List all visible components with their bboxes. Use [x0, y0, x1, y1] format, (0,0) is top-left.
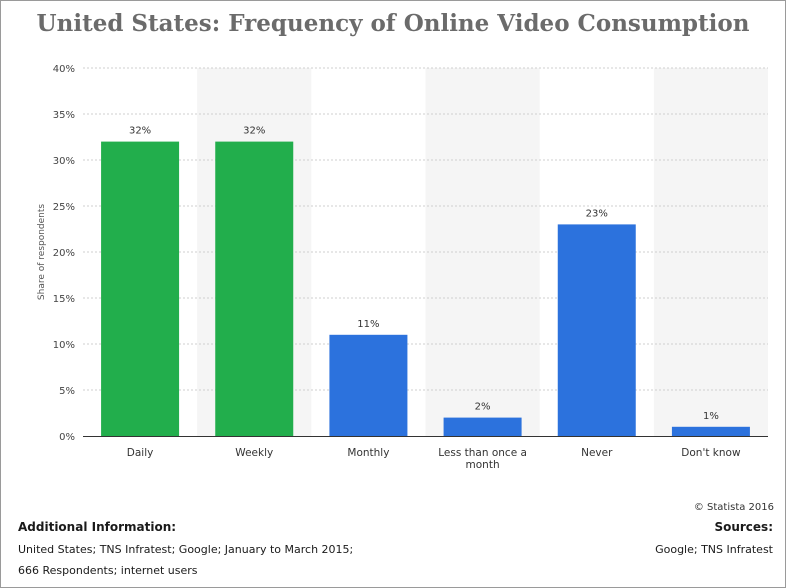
bar-4	[557, 224, 636, 436]
copyright-text: © Statista 2016	[693, 502, 774, 513]
data-label: 32%	[129, 126, 151, 137]
y-tick-label: 20%	[53, 248, 75, 259]
background-band	[653, 68, 768, 436]
data-label: 23%	[586, 208, 608, 219]
data-label: 2%	[475, 402, 491, 413]
y-tick-label: 40%	[53, 64, 75, 75]
additional-info-line: United States; TNS Infratest; Google; Ja…	[18, 543, 354, 556]
bar-1	[215, 141, 294, 436]
data-label: 32%	[243, 126, 265, 137]
background-band	[425, 68, 540, 436]
y-tick-label: 0%	[59, 432, 75, 443]
y-axis-title: Share of respondents	[37, 204, 47, 301]
x-category-label: Don't know	[681, 447, 741, 459]
x-category-label: Less than once a	[438, 447, 527, 459]
y-tick-label: 10%	[53, 340, 75, 351]
x-category-label: Weekly	[235, 447, 273, 459]
bar-2	[329, 334, 408, 436]
x-category-label: Monthly	[347, 447, 389, 459]
bar-5	[671, 426, 750, 436]
sources-text: Google; TNS Infratest	[655, 543, 773, 556]
y-tick-label: 35%	[53, 110, 75, 121]
bar-3	[443, 417, 522, 436]
y-tick-label: 30%	[53, 156, 75, 167]
x-category-label: Daily	[127, 447, 154, 459]
x-category-label: Never	[581, 447, 613, 459]
x-category-label: month	[466, 459, 500, 471]
bar-chart: 0% 5% 10% 15% 20% 25% 30% 35% 40% Share of respon…	[37, 64, 768, 471]
bar-0	[101, 141, 180, 436]
additional-info-heading: Additional Information:	[18, 520, 177, 534]
y-tick-label: 5%	[59, 386, 75, 397]
chart-title: United States: Frequency of Online Video…	[36, 10, 750, 37]
data-label: 11%	[357, 319, 379, 330]
y-tick-label: 25%	[53, 202, 75, 213]
y-tick-label: 15%	[53, 294, 75, 305]
data-label: 1%	[703, 411, 719, 422]
sources-heading: Sources:	[714, 520, 773, 534]
additional-info-line: 666 Respondents; internet users	[18, 564, 198, 577]
